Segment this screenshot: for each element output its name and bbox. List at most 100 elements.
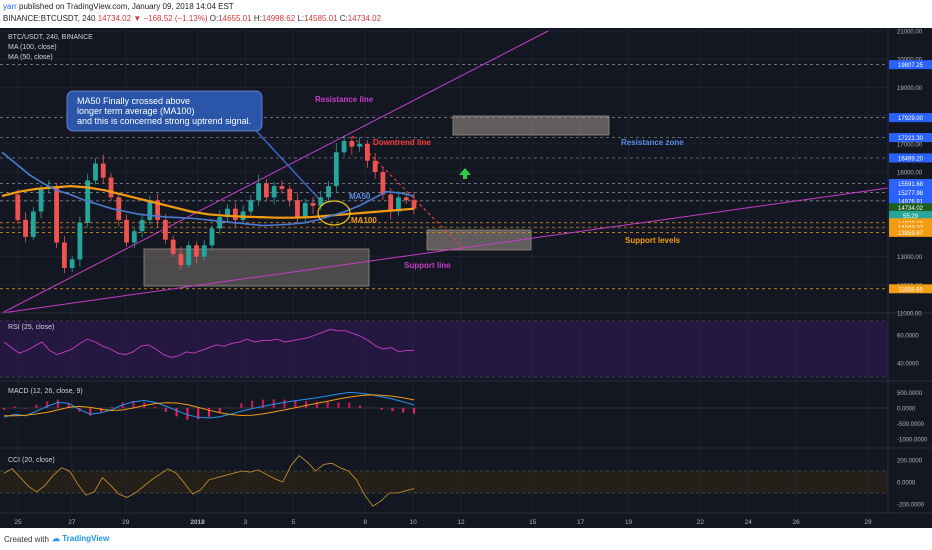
cci-line (3, 455, 415, 507)
price-label: 17929.00 (898, 116, 924, 122)
candle-body (170, 239, 176, 254)
candle-body (271, 186, 277, 198)
candle-body (116, 197, 122, 220)
open-value: 14655.01 (218, 14, 252, 23)
candle-body (155, 200, 161, 220)
low-label: L: (297, 14, 305, 23)
time-tick: 8 (363, 519, 367, 526)
tradingview-cloud-icon: ☁ (52, 534, 60, 543)
time-tick: 27 (68, 519, 76, 526)
candle-body (38, 188, 44, 212)
price-label: 14976.91 (898, 199, 924, 205)
candle-body (194, 245, 199, 257)
rsi-line (3, 328, 414, 358)
price-change: −168.52 (−1.13%) (143, 14, 208, 23)
trend-lines (1, 30, 889, 314)
close-value: 14734.02 (347, 14, 382, 23)
candle-body (380, 172, 386, 195)
author-link[interactable]: yarr (3, 2, 17, 11)
cci-title: CCI (20, close) (8, 457, 55, 464)
chart-svg[interactable]: MA50 Finally crossed above longer term a… (0, 28, 932, 528)
up-arrow-icon (459, 168, 471, 179)
candle-body (349, 140, 355, 147)
price-label: 19807.25 (898, 63, 924, 69)
time-tick: 19 (625, 519, 633, 526)
price-tick: 19000.00 (897, 86, 923, 92)
macd-tick: 500.0000 (897, 391, 923, 397)
time-tick: 22 (697, 519, 705, 526)
time-axis[interactable]: 25 27 29 2018 3 5 8 10 12 15 17 19 22 24 26 29 (14, 519, 872, 526)
macd-tick: 0.0000 (897, 407, 916, 413)
price-label-box (889, 284, 932, 294)
candle-body (310, 203, 316, 206)
candle-body (411, 200, 417, 209)
downtrend-line (351, 135, 464, 249)
support-levels-label: Support levels (625, 236, 681, 245)
tradingview-brand: TradingView (62, 534, 110, 543)
legend: BTC/USDT, 240, BINANCE MA (100, close) M… (8, 34, 93, 61)
low-value: 14585.01 (304, 14, 338, 23)
resistance-zone-label: Resistance zone (621, 138, 684, 147)
tradingview-logo[interactable]: ☁ TradingView (52, 534, 109, 543)
ma100-label: MA100 (351, 216, 377, 225)
high-label: H: (253, 14, 262, 23)
candle-body (287, 188, 293, 201)
candle-body (341, 140, 347, 153)
price-tick: 13000.00 (897, 255, 923, 261)
candle-body (178, 253, 184, 266)
rsi-title: RSI (25, close) (8, 324, 54, 331)
price-label: 55:29 (903, 214, 919, 220)
support-line-label: Support line (404, 261, 451, 270)
price-label-box (889, 60, 932, 70)
price-label: 17221.30 (898, 136, 924, 142)
ma50-legend: MA (50, close) (8, 54, 53, 61)
price-axis[interactable]: 21000.0020000.0019000.0018000.0017000.00… (897, 30, 923, 318)
price-label-box (889, 203, 932, 213)
candle-body (108, 177, 114, 198)
price-label-box (889, 210, 932, 220)
callout-line-2: longer term average (MA100) (77, 106, 195, 116)
candle-body (15, 194, 21, 220)
candle-body (263, 183, 269, 198)
last-price: 14734.02 (97, 14, 132, 23)
candle-body (279, 186, 285, 189)
macd-line (3, 391, 415, 419)
resistance-line-label: Resistance line (315, 95, 374, 104)
candle-body (209, 228, 215, 246)
candle-body (162, 219, 168, 240)
time-tick: 24 (745, 519, 753, 526)
candle-body (124, 219, 129, 243)
time-tick: 12 (457, 519, 465, 526)
price-label-box (889, 222, 932, 232)
candle-body (256, 183, 262, 201)
price-label: 16499.20 (898, 156, 924, 162)
candle-body (201, 245, 207, 257)
price-label-box (889, 227, 932, 237)
candle-body (186, 245, 192, 266)
time-tick: 25 (14, 519, 22, 526)
price-label: 15277.98 (898, 191, 924, 197)
candle-body (23, 219, 28, 237)
cci-pane: CCI (20, close) (0, 455, 888, 507)
price-label: 13859.67 (898, 231, 924, 237)
candle-body (217, 217, 223, 229)
candle-body (364, 143, 370, 161)
publish-text: published on TradingView.com, January 09… (19, 2, 234, 11)
price-label: 11858.65 (898, 287, 923, 293)
ma50-line (1, 151, 415, 227)
callout-pointer (249, 123, 321, 201)
candle-body (295, 200, 300, 218)
macd-title: MACD (12, 26, close, 9) (8, 388, 83, 395)
macd-signal-line (4, 394, 415, 417)
ma50-label: MA50 (349, 192, 371, 201)
candle-body (248, 200, 254, 212)
price-tick: 17000.00 (897, 142, 923, 148)
price-labels: 19807.25 17929.00 17221.30 16499.20 15591.68… (889, 60, 932, 294)
time-tick: 17 (577, 519, 585, 526)
candle-body (396, 197, 401, 212)
support-trend-line (1, 187, 889, 314)
chart-area[interactable]: MA50 Finally crossed above longer term a… (0, 28, 932, 528)
macd-tick: -1000.0000 (897, 438, 928, 444)
price-label-box (889, 196, 932, 206)
price-label: 15591.68 (898, 182, 924, 188)
